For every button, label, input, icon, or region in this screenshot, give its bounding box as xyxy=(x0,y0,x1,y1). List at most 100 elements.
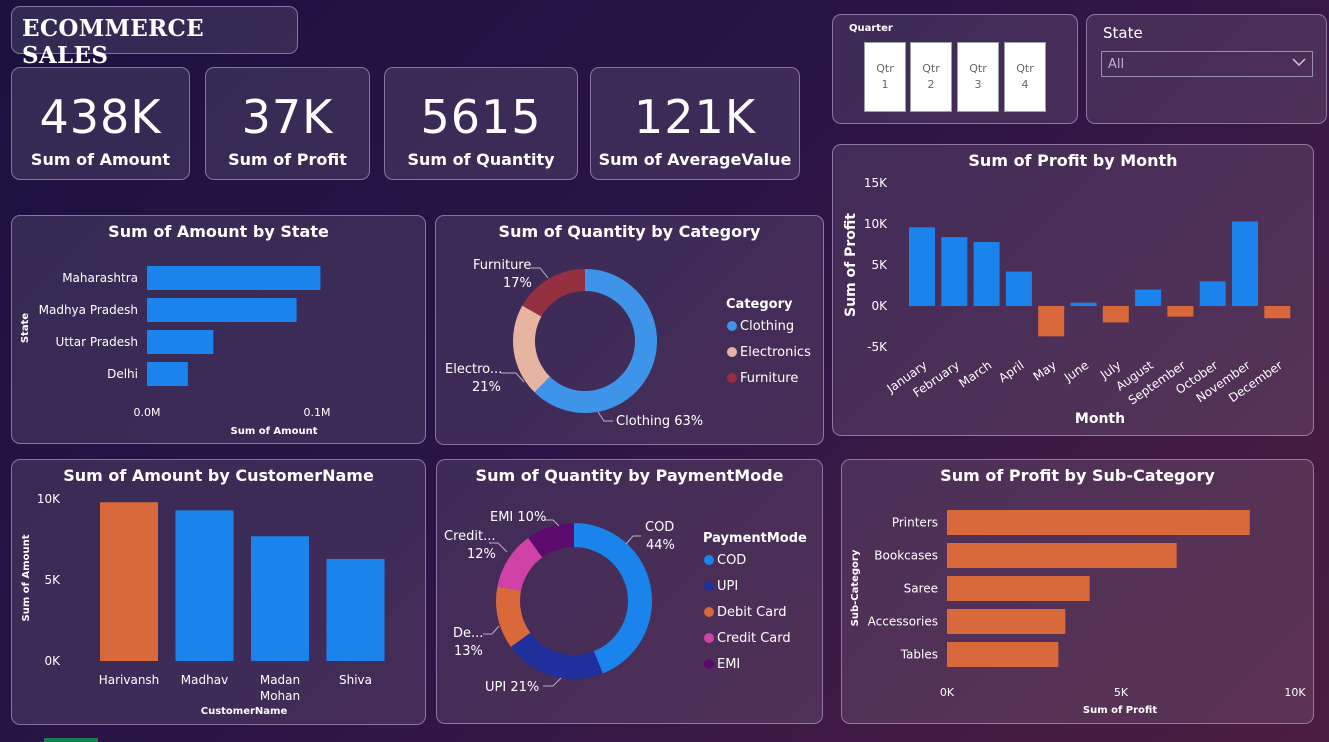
bar-january xyxy=(909,227,935,306)
quantity-by-paymentmode-chart: Sum of Quantity by PaymentMode PaymentMo… xyxy=(436,459,823,724)
state-dropdown[interactable]: All xyxy=(1101,51,1313,77)
bar-uttar-pradesh xyxy=(147,330,214,354)
chart-title: Sum of Amount by CustomerName xyxy=(63,466,374,485)
x-axis-label: CustomerName xyxy=(201,706,288,717)
category-label: Delhi xyxy=(107,367,138,381)
bar-shiva xyxy=(326,558,385,661)
bar-april xyxy=(1005,271,1032,306)
x-tick-label: 10K xyxy=(1284,686,1306,699)
x-tick-label: Shiva xyxy=(339,673,372,687)
legend-marker xyxy=(704,555,714,565)
quarter-button-number: 4 xyxy=(1021,78,1029,91)
data-label: Clothing 63% xyxy=(616,414,703,429)
y-tick-label: 10K xyxy=(37,492,61,506)
kpi-card-averagevalue[interactable]: 121K Sum of AverageValue xyxy=(590,67,800,180)
category-label: Accessories xyxy=(868,615,938,629)
bar-august xyxy=(1135,289,1162,306)
bar-may xyxy=(1038,306,1065,337)
state-slicer: State All xyxy=(1086,14,1327,124)
slice-emi xyxy=(528,523,574,558)
bar-accessories xyxy=(947,609,1066,634)
bar-madan-mohan xyxy=(251,536,309,661)
data-label: 44% xyxy=(646,538,675,553)
quarter-button-label: Qtr xyxy=(1016,62,1034,75)
data-label: 12% xyxy=(467,547,496,562)
bar-july xyxy=(1102,306,1129,323)
bar-harivansh xyxy=(100,502,158,661)
legend-label: EMI xyxy=(717,657,740,672)
kpi-label: Sum of Quantity xyxy=(407,150,555,169)
category-label: Madhya Pradesh xyxy=(39,303,138,317)
y-axis-label: Sum of Amount xyxy=(21,534,32,621)
data-label: Electro... xyxy=(445,362,502,377)
quarter-button-number: 3 xyxy=(974,78,982,91)
legend-label: UPI xyxy=(717,579,738,594)
bar-saree xyxy=(947,576,1090,601)
bottom-accent-strip xyxy=(44,738,98,742)
legend-label: Electronics xyxy=(740,345,811,360)
x-tick-label: June xyxy=(1061,358,1091,385)
legend-marker xyxy=(704,607,714,617)
kpi-card-quantity[interactable]: 5615 Sum of Quantity xyxy=(384,67,578,180)
data-label: Credit... xyxy=(444,529,496,544)
leader-line xyxy=(597,411,613,422)
profit-by-subcategory-chart: Sum of Profit by Sub-Category Printers Bo… xyxy=(841,459,1314,724)
leader-line xyxy=(625,535,641,545)
bar-november xyxy=(1232,221,1258,306)
data-label: 21% xyxy=(472,380,501,395)
x-axis-label: Sum of Profit xyxy=(1083,705,1157,716)
x-axis-label: Sum of Amount xyxy=(231,426,318,437)
y-axis-label: Sub-Category xyxy=(850,549,861,626)
y-axis-label: State xyxy=(20,313,31,344)
quarter-button-3[interactable]: Qtr 3 xyxy=(957,42,999,112)
quarter-slicer: Quarter Qtr 1 Qtr 2 Qtr 3 Qtr 4 xyxy=(832,14,1078,124)
kpi-label: Sum of Profit xyxy=(228,150,347,169)
bar-june xyxy=(1070,302,1097,306)
kpi-label: Sum of Amount xyxy=(30,150,171,169)
legend-label: Furniture xyxy=(740,371,798,386)
legend-marker xyxy=(704,659,714,669)
leader-line xyxy=(545,519,560,527)
state-dropdown-value: All xyxy=(1108,57,1125,72)
legend-marker xyxy=(727,373,737,383)
bar-october xyxy=(1199,281,1226,306)
legend-label: Clothing xyxy=(740,319,794,334)
category-label: Bookcases xyxy=(874,549,938,563)
quarter-button-2[interactable]: Qtr 2 xyxy=(910,42,952,112)
dashboard-title: ECOMMERCE SALES xyxy=(22,15,204,69)
kpi-value: 5615 xyxy=(420,90,542,144)
bar-bookcases xyxy=(947,543,1177,568)
quarter-button-1[interactable]: Qtr 1 xyxy=(864,42,906,112)
quarter-button-number: 2 xyxy=(927,78,935,91)
category-label: Saree xyxy=(904,582,938,596)
kpi-card-amount[interactable]: 438K Sum of Amount xyxy=(11,67,190,180)
slice-credit-card xyxy=(497,537,543,591)
kpi-value: 121K xyxy=(634,90,756,144)
amount-by-customer-chart: Sum of Amount by CustomerName 10K 5K 0K Har… xyxy=(11,459,426,725)
bar-december xyxy=(1264,306,1291,319)
kpi-value: 37K xyxy=(241,90,334,144)
bar-delhi xyxy=(147,362,188,386)
quarter-slicer-title: Quarter xyxy=(849,23,893,34)
quarter-button-label: Qtr xyxy=(922,62,940,75)
y-axis-label: Sum of Profit xyxy=(843,213,859,317)
chart-title: Sum of Profit by Sub-Category xyxy=(940,466,1215,485)
data-label: EMI 10% xyxy=(490,510,546,525)
x-tick-label: Harivansh xyxy=(99,673,160,687)
legend-label: Debit Card xyxy=(717,605,787,620)
kpi-card-profit[interactable]: 37K Sum of Profit xyxy=(205,67,370,180)
amount-by-customer-plot: 10K 5K 0K Harivansh Madhav Madan Mohan Shiva Cus… xyxy=(21,492,385,717)
x-tick-label: 0K xyxy=(940,686,955,699)
y-tick-label: 0K xyxy=(44,654,61,668)
legend-label: COD xyxy=(717,553,746,568)
quarter-button-label: Qtr xyxy=(969,62,987,75)
data-label: Furniture xyxy=(473,258,531,273)
quantity-by-paymentmode-plot: PaymentMode COD UPI Debit Card Credit Card EM… xyxy=(444,510,807,695)
y-tick-label: 0K xyxy=(871,299,888,313)
x-tick-label: Madhav xyxy=(181,673,228,687)
x-tick-label: May xyxy=(1031,358,1059,384)
bar-madhav xyxy=(175,510,234,661)
bar-march xyxy=(973,242,1000,306)
quarter-button-4[interactable]: Qtr 4 xyxy=(1004,42,1046,112)
